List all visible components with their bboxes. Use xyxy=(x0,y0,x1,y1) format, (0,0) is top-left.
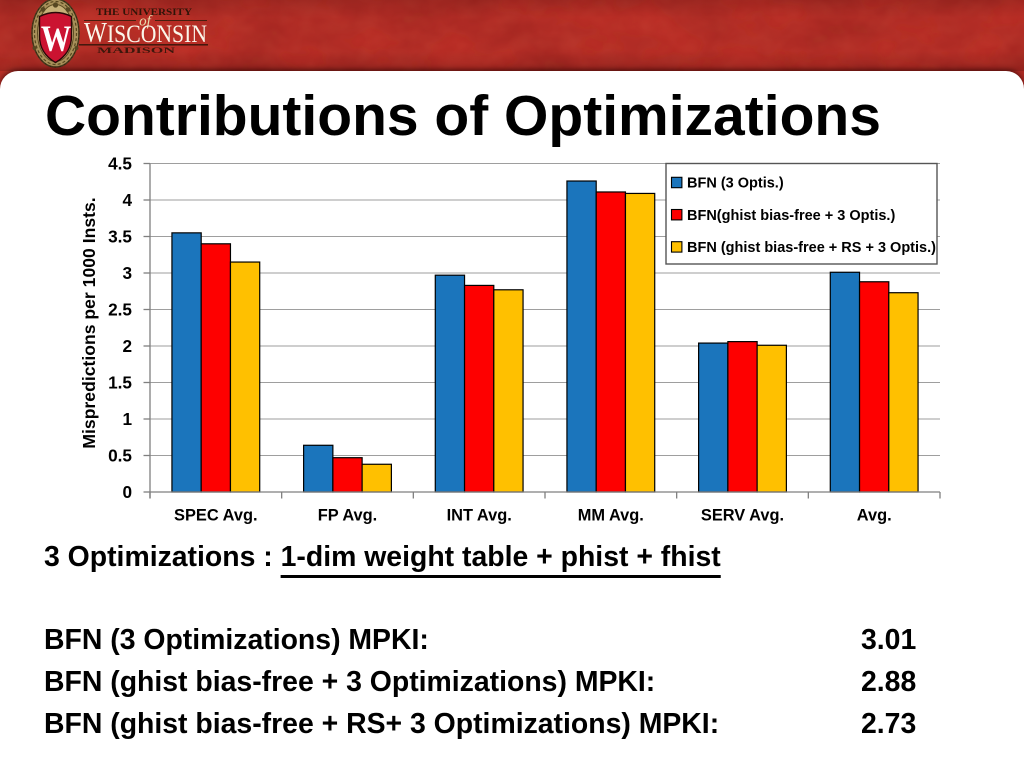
svg-text:Mispredictions per 1000 Insts.: Mispredictions per 1000 Insts. xyxy=(79,197,99,448)
svg-text:MADISON: MADISON xyxy=(97,45,176,55)
svg-text:4.5: 4.5 xyxy=(108,154,132,174)
svg-text:4: 4 xyxy=(122,190,132,210)
svg-text:FP Avg.: FP Avg. xyxy=(318,507,378,525)
svg-text:SPEC Avg.: SPEC Avg. xyxy=(174,507,258,525)
svg-text:3: 3 xyxy=(122,263,132,283)
svg-text:Avg.: Avg. xyxy=(857,507,892,525)
svg-text:2.5: 2.5 xyxy=(108,300,132,320)
svg-text:BFN (ghist bias-free + RS + 3: BFN (ghist bias-free + RS + 3 Optis.) xyxy=(687,240,936,256)
svg-text:0.5: 0.5 xyxy=(108,446,132,466)
svg-text:2: 2 xyxy=(122,336,132,356)
svg-text:3.5: 3.5 xyxy=(108,227,132,247)
svg-text:W: W xyxy=(41,19,71,59)
svg-text:MM Avg.: MM Avg. xyxy=(578,507,644,525)
svg-text:1: 1 xyxy=(122,409,132,429)
svg-text:WISCONSIN: WISCONSIN xyxy=(84,18,207,49)
svg-text:of: of xyxy=(139,14,153,30)
svg-text:BFN (3 Optis.): BFN (3 Optis.) xyxy=(687,176,784,192)
svg-text:INT Avg.: INT Avg. xyxy=(447,507,512,525)
svg-text:0: 0 xyxy=(122,482,132,502)
svg-text:1.5: 1.5 xyxy=(108,373,132,393)
svg-text:THE UNIVERSITY: THE UNIVERSITY xyxy=(96,8,192,18)
svg-text:SERV Avg.: SERV Avg. xyxy=(701,507,784,525)
svg-text:BFN(ghist bias-free + 3 Optis.: BFN(ghist bias-free + 3 Optis.) xyxy=(687,208,895,224)
